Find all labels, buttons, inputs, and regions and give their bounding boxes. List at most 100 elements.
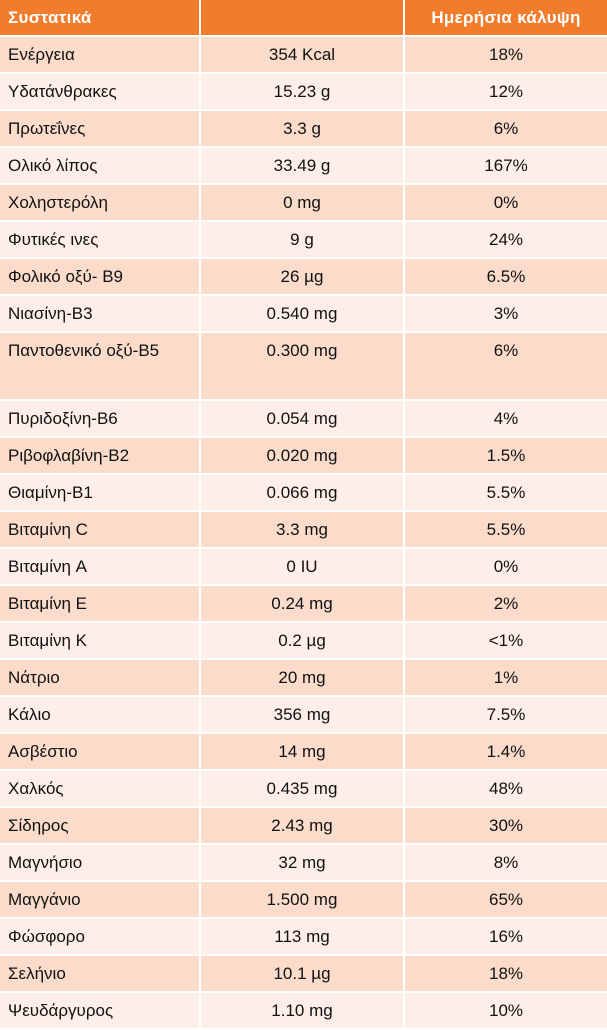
nutrient-daily-coverage: 7.5% xyxy=(404,696,607,734)
nutrient-name: Νάτριο xyxy=(0,659,201,697)
nutrient-amount: 1.10 mg xyxy=(200,992,405,1030)
nutrient-name: Πρωτεΐνες xyxy=(0,110,201,148)
nutrient-amount: 3.3 g xyxy=(200,110,405,148)
nutrient-amount: 32 mg xyxy=(200,844,405,882)
table-row: Φώσφορο 113 mg 16% xyxy=(0,918,607,956)
nutrient-amount: 20 mg xyxy=(200,659,405,697)
nutrient-name: Χοληστερόλη xyxy=(0,184,201,222)
nutrient-name: Μαγνήσιο xyxy=(0,844,201,882)
nutrient-amount: 0.24 mg xyxy=(200,585,405,623)
nutrient-daily-coverage: 2% xyxy=(404,585,607,623)
nutrient-daily-coverage: 0% xyxy=(404,548,607,586)
table-row: Θιαμίνη-Β1 0.066 mg 5.5% xyxy=(0,474,607,512)
nutrient-daily-coverage: 167% xyxy=(404,147,607,185)
nutrient-amount: 15.23 g xyxy=(200,73,405,111)
nutrient-amount: 2.43 mg xyxy=(200,807,405,845)
nutrient-daily-coverage: 0% xyxy=(404,184,607,222)
table-body: Ενέργεια 354 Kcal 18% Υδατάνθρακες 15.23 g 12… xyxy=(0,36,607,1030)
table-row: Βιταμίνη K 0.2 µg <1% xyxy=(0,622,607,660)
nutrient-amount: 26 µg xyxy=(200,258,405,296)
table-row: Κάλιο 356 mg 7.5% xyxy=(0,696,607,734)
table-row: Ενέργεια 354 Kcal 18% xyxy=(0,36,607,74)
nutrient-daily-coverage: 6% xyxy=(404,332,607,401)
nutrient-daily-coverage: 1.4% xyxy=(404,733,607,771)
nutrient-daily-coverage: 8% xyxy=(404,844,607,882)
nutrient-name: Φώσφορο xyxy=(0,918,201,956)
table-header: Συστατικά Ημερήσια κάλυψη xyxy=(0,0,607,37)
nutrient-amount: 14 mg xyxy=(200,733,405,771)
table-row: Ψευδάργυρος 1.10 mg 10% xyxy=(0,992,607,1030)
nutrient-daily-coverage: 48% xyxy=(404,770,607,808)
nutrient-daily-coverage: 18% xyxy=(404,36,607,74)
table-row: Νιασίνη-Β3 0.540 mg 3% xyxy=(0,295,607,333)
table-row: Ολικό λίπος 33.49 g 167% xyxy=(0,147,607,185)
table-row: Σελήνιο 10.1 µg 18% xyxy=(0,955,607,993)
nutrient-name: Μαγγάνιο xyxy=(0,881,201,919)
nutrient-amount: 0.066 mg xyxy=(200,474,405,512)
nutrient-name: Βιταμίνη E xyxy=(0,585,201,623)
table-row: Ριβοφλαβίνη-Β2 0.020 mg 1.5% xyxy=(0,437,607,475)
nutrient-name: Χαλκός xyxy=(0,770,201,808)
header-row: Συστατικά Ημερήσια κάλυψη xyxy=(0,0,607,37)
nutrient-name: Σελήνιο xyxy=(0,955,201,993)
nutrient-daily-coverage: 12% xyxy=(404,73,607,111)
nutrient-amount: 0.300 mg xyxy=(200,332,405,401)
nutrient-daily-coverage: 6% xyxy=(404,110,607,148)
nutrient-name: Ψευδάργυρος xyxy=(0,992,201,1030)
nutrient-amount: 356 mg xyxy=(200,696,405,734)
table-row: Χοληστερόλη 0 mg 0% xyxy=(0,184,607,222)
nutrient-name: Ριβοφλαβίνη-Β2 xyxy=(0,437,201,475)
nutrient-name: Θιαμίνη-Β1 xyxy=(0,474,201,512)
nutrient-amount: 0 mg xyxy=(200,184,405,222)
nutrient-name: Σίδηρος xyxy=(0,807,201,845)
table-row: Βιταμίνη C 3.3 mg 5.5% xyxy=(0,511,607,549)
table-row: Νάτριο 20 mg 1% xyxy=(0,659,607,697)
nutrient-daily-coverage: 3% xyxy=(404,295,607,333)
nutrient-name: Φυτικές ινες xyxy=(0,221,201,259)
nutrient-amount: 9 g xyxy=(200,221,405,259)
nutrient-amount: 33.49 g xyxy=(200,147,405,185)
nutrient-name: Βιταμίνη C xyxy=(0,511,201,549)
nutrient-daily-coverage: 24% xyxy=(404,221,607,259)
nutrient-daily-coverage: 6.5% xyxy=(404,258,607,296)
nutrient-daily-coverage: 65% xyxy=(404,881,607,919)
nutrient-daily-coverage: 5.5% xyxy=(404,511,607,549)
nutrient-amount: 113 mg xyxy=(200,918,405,956)
table-row: Παντοθενικό οξύ-Β5 0.300 mg 6% xyxy=(0,332,607,401)
nutrient-daily-coverage: 4% xyxy=(404,400,607,438)
table-row: Υδατάνθρακες 15.23 g 12% xyxy=(0,73,607,111)
table-row: Μαγνήσιο 32 mg 8% xyxy=(0,844,607,882)
table-row: Πυριδοξίνη-Β6 0.054 mg 4% xyxy=(0,400,607,438)
nutrient-daily-coverage: <1% xyxy=(404,622,607,660)
table-row: Μαγγάνιο 1.500 mg 65% xyxy=(0,881,607,919)
nutrient-daily-coverage: 16% xyxy=(404,918,607,956)
table-row: Φολικό οξύ- Β9 26 µg 6.5% xyxy=(0,258,607,296)
nutrient-amount: 0.2 µg xyxy=(200,622,405,660)
table-row: Πρωτεΐνες 3.3 g 6% xyxy=(0,110,607,148)
nutrient-amount: 354 Kcal xyxy=(200,36,405,74)
nutrient-amount: 10.1 µg xyxy=(200,955,405,993)
nutrient-amount: 0.435 mg xyxy=(200,770,405,808)
table-row: Φυτικές ινες 9 g 24% xyxy=(0,221,607,259)
table-row: Ασβέστιο 14 mg 1.4% xyxy=(0,733,607,771)
nutrient-name: Ενέργεια xyxy=(0,36,201,74)
table-row: Σίδηρος 2.43 mg 30% xyxy=(0,807,607,845)
nutrient-name: Φολικό οξύ- Β9 xyxy=(0,258,201,296)
nutrient-amount: 0.540 mg xyxy=(200,295,405,333)
nutrient-name: Παντοθενικό οξύ-Β5 xyxy=(0,332,201,401)
nutrient-daily-coverage: 1% xyxy=(404,659,607,697)
header-ingredients: Συστατικά xyxy=(0,0,201,37)
nutrient-amount: 1.500 mg xyxy=(200,881,405,919)
nutrient-name: Υδατάνθρακες xyxy=(0,73,201,111)
header-daily-coverage: Ημερήσια κάλυψη xyxy=(404,0,607,37)
nutrient-name: Ολικό λίπος xyxy=(0,147,201,185)
nutrient-name: Βιταμίνη K xyxy=(0,622,201,660)
nutrient-daily-coverage: 10% xyxy=(404,992,607,1030)
nutrient-amount: 0 IU xyxy=(200,548,405,586)
nutrient-amount: 0.054 mg xyxy=(200,400,405,438)
table-row: Χαλκός 0.435 mg 48% xyxy=(0,770,607,808)
nutrient-daily-coverage: 5.5% xyxy=(404,474,607,512)
nutrient-amount: 0.020 mg xyxy=(200,437,405,475)
